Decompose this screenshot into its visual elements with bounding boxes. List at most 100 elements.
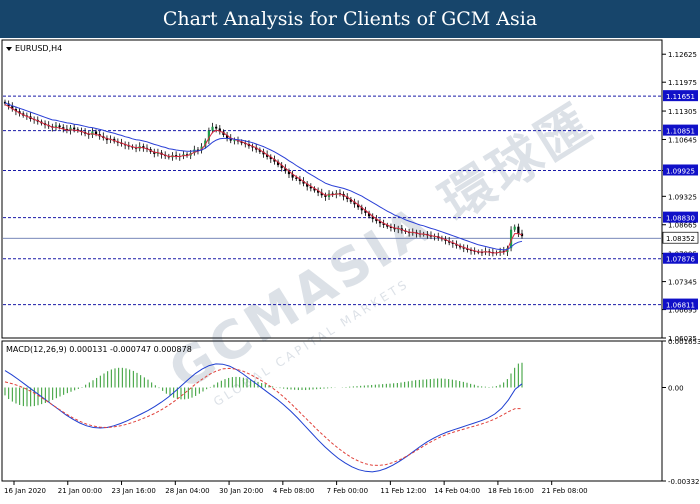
- macd-tick-label: -0.003323: [668, 478, 700, 486]
- candle-body: [54, 125, 58, 128]
- candle-body: [317, 190, 320, 193]
- candle-body: [346, 196, 349, 200]
- level-label: 1.11651: [666, 93, 695, 101]
- price-tick-label: 1.08665: [668, 222, 697, 230]
- candle-body: [266, 154, 269, 157]
- level-label: 1.08830: [666, 215, 695, 223]
- signal-line: [4, 367, 522, 466]
- price-pane: [1, 39, 663, 339]
- time-tick-label: 21 Jan 00:00: [58, 487, 102, 495]
- candle-body: [76, 129, 79, 131]
- level-label-box: [663, 124, 698, 136]
- time-tick-label: 4 Feb 08:00: [273, 487, 314, 495]
- level-label-box: [663, 90, 698, 102]
- level-label: 1.09925: [666, 167, 695, 175]
- candle-body: [14, 109, 18, 112]
- macd-tick-label: 0.001653: [668, 338, 700, 346]
- candle-body: [11, 106, 14, 110]
- candle-body: [73, 127, 76, 130]
- moving-average-line: [4, 103, 523, 254]
- candle-body: [353, 201, 356, 205]
- candle-body: [295, 177, 298, 179]
- time-axis: 16 Jan 2020 21 Jan 00:00 23 Jan 16:00 28 Ja…: [4, 481, 588, 495]
- candle-body: [469, 249, 473, 251]
- candle-body: [313, 188, 316, 191]
- price-tick-label: 1.07345: [668, 279, 697, 287]
- candle-body: [284, 168, 287, 172]
- candle-body: [382, 223, 385, 225]
- level-label: 1.07876: [666, 256, 695, 264]
- time-tick-label: 7 Feb 00:00: [327, 487, 368, 495]
- candle-body: [287, 171, 291, 175]
- candle-body: [3, 101, 7, 104]
- candle-body: [375, 218, 378, 222]
- candle-body: [69, 127, 72, 131]
- chart-frame: GCMASIA 環球匯 GLOBAL CAPITAL MARKETS 1.126…: [0, 38, 700, 500]
- price-tick-label: 1.11305: [668, 108, 697, 116]
- price-tick-label: 1.06035: [668, 335, 697, 343]
- moving-average-lines: [4, 102, 523, 254]
- candle-body: [378, 221, 382, 224]
- macd-histogram: [4, 362, 523, 407]
- level-label-box: [663, 252, 698, 264]
- candle-body: [62, 127, 65, 129]
- candle-body: [393, 227, 396, 230]
- candle-body: [258, 149, 261, 152]
- candle-body: [298, 178, 302, 182]
- candle-body: [320, 192, 323, 196]
- candle-body: [371, 216, 374, 219]
- candle-body: [367, 212, 371, 217]
- macd-label: MACD(12,26,9) 0.000131 -0.000747 0.00087…: [6, 345, 192, 354]
- candle-body: [280, 165, 283, 169]
- symbol-dropdown-icon[interactable]: [6, 47, 12, 51]
- time-tick-label: 21 Feb 08:00: [542, 487, 588, 495]
- chart-svg[interactable]: GCMASIA 環球匯 GLOBAL CAPITAL MARKETS 1.126…: [0, 38, 700, 500]
- candle-body: [269, 156, 272, 160]
- candle-body: [211, 126, 214, 131]
- candle-body: [302, 181, 305, 184]
- candle-body: [218, 128, 221, 132]
- candle-body: [306, 183, 309, 187]
- time-tick-label: 30 Jan 20:00: [219, 487, 263, 495]
- candle-body: [349, 199, 352, 202]
- candle-body: [196, 149, 200, 151]
- level-label: 1.06811: [666, 302, 695, 310]
- candle-body: [462, 247, 465, 249]
- price-tick-label: 1.09325: [668, 193, 697, 201]
- candle-body: [255, 147, 258, 150]
- moving-average-line: [4, 102, 523, 251]
- candle-body: [357, 204, 360, 208]
- candle-body: [215, 126, 218, 129]
- candle-body: [273, 159, 276, 162]
- candle-body: [18, 111, 21, 114]
- time-tick-label: 18 Feb 16:00: [488, 487, 534, 495]
- macd-line: [4, 363, 523, 473]
- level-label-box: [663, 211, 698, 223]
- level-label-box: [663, 298, 698, 310]
- candle-body: [207, 130, 210, 141]
- candle-body: [517, 226, 520, 234]
- candle-body: [142, 146, 145, 148]
- time-tick-label: 28 Jan 04:00: [165, 487, 209, 495]
- candle-body: [204, 140, 207, 147]
- macd-lines: [4, 363, 523, 473]
- candle-body: [94, 131, 98, 135]
- candle-body: [276, 161, 280, 166]
- candle-body: [153, 151, 156, 154]
- candle-body: [309, 186, 312, 189]
- candle-body: [58, 125, 61, 128]
- price-tick-label: 1.11975: [668, 79, 697, 87]
- candle-body: [156, 152, 160, 154]
- candle-body: [386, 224, 389, 227]
- candle-body: [360, 207, 363, 211]
- header-banner: Chart Analysis for Clients of GCM Asia: [0, 0, 700, 38]
- candle-body: [466, 248, 469, 250]
- time-tick-label: 23 Jan 16:00: [112, 487, 156, 495]
- candle-body: [185, 154, 189, 156]
- price-tick-label: 1.12625: [668, 51, 697, 59]
- page-title: Chart Analysis for Clients of GCM Asia: [162, 8, 538, 30]
- candle-body: [509, 229, 513, 249]
- symbol-label: EURUSD,H4: [15, 44, 62, 53]
- candle-body: [324, 195, 327, 197]
- candle-body: [502, 250, 505, 253]
